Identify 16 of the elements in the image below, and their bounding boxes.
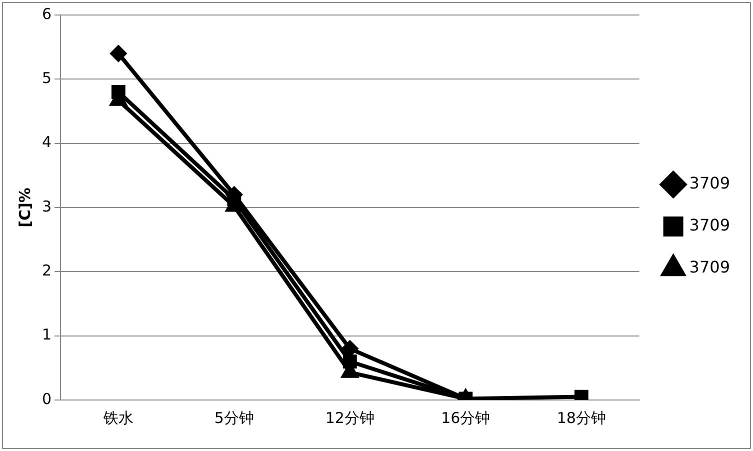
legend-label: 3709	[689, 216, 730, 235]
y-axis-title: [C]%	[16, 188, 34, 228]
x-tick-label: 5分钟	[214, 408, 254, 427]
legend-label: 3709	[689, 258, 730, 277]
x-tick-label: 16分钟	[441, 408, 490, 427]
legend-label: 3709	[689, 174, 730, 193]
y-tick-label: 6	[42, 4, 52, 23]
y-tick-label: 4	[42, 133, 52, 152]
y-tick-label: 0	[42, 390, 52, 408]
x-tick-label: 铁水	[102, 408, 134, 427]
y-tick-label: 1	[42, 326, 52, 344]
y-tick-label: 2	[42, 262, 52, 280]
y-tick-label: 3	[42, 197, 52, 216]
y-tick-label: 5	[42, 69, 52, 88]
x-tick-label: 18分钟	[556, 408, 606, 427]
x-tick-label: 12分钟	[325, 408, 374, 427]
